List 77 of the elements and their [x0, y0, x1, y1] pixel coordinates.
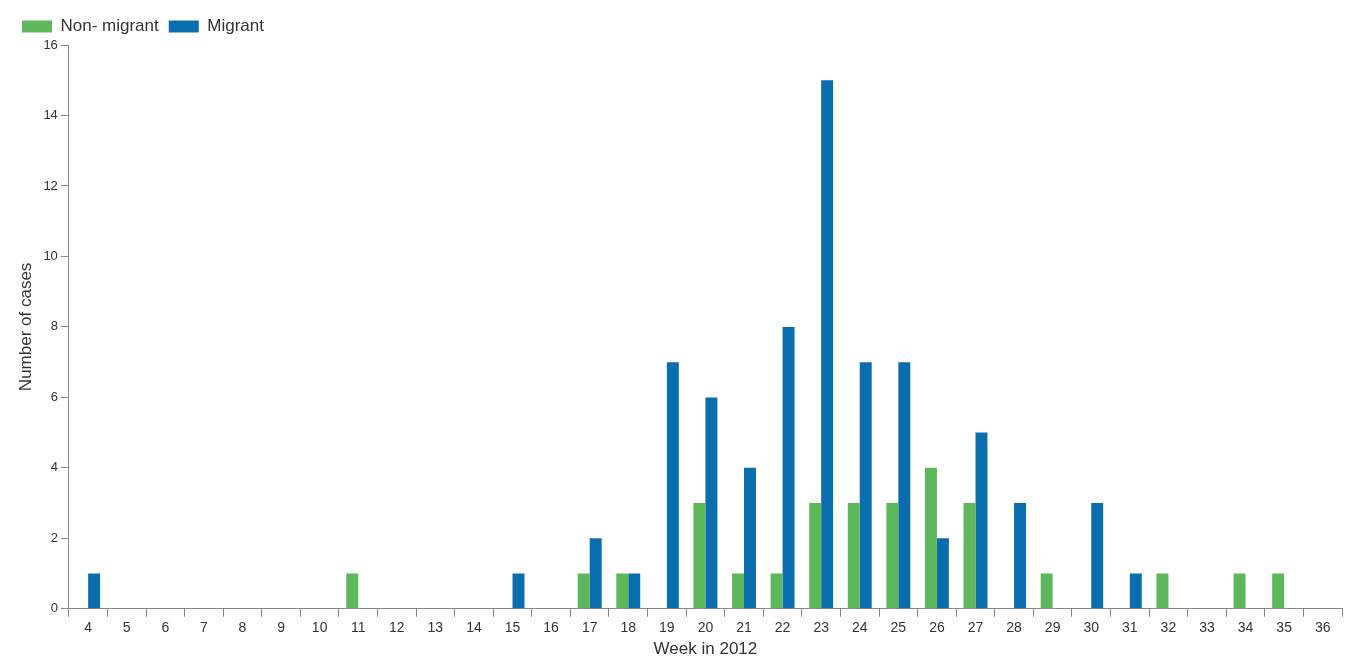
x-tick-label: 12: [389, 619, 405, 636]
bar: [1233, 573, 1246, 609]
y-tick-label: 10: [43, 248, 58, 263]
bar: [589, 538, 602, 609]
x-tick-label: 34: [1237, 619, 1254, 636]
bar: [616, 573, 629, 609]
x-tick-label: 14: [466, 619, 482, 636]
y-tick-label: 2: [50, 529, 58, 545]
x-tick-label: 31: [1122, 619, 1138, 636]
bar: [886, 503, 899, 609]
x-tick-label: 17: [581, 619, 598, 636]
legend-label: Migrant: [207, 16, 265, 36]
bar: [732, 573, 745, 609]
bar: [693, 503, 706, 609]
bar: [666, 362, 679, 609]
x-tick-label: 16: [543, 619, 560, 636]
bar: [1040, 573, 1053, 609]
x-tick-label: 5: [122, 619, 131, 636]
x-tick-label: 13: [427, 619, 444, 636]
x-tick-label: 29: [1044, 619, 1061, 636]
x-tick-label: 21: [736, 619, 753, 636]
y-tick-label: 12: [43, 177, 58, 193]
y-tick-label: 4: [50, 459, 58, 475]
x-tick-label: 20: [697, 619, 714, 636]
x-tick-label: 11: [350, 619, 366, 636]
bar: [512, 573, 525, 609]
x-tick-label: 27: [967, 619, 984, 636]
x-tick-label: 6: [161, 619, 170, 636]
x-axis-title: Week in 2012: [653, 639, 758, 659]
bar: [88, 573, 101, 609]
x-tick-label: 10: [311, 619, 328, 636]
x-tick-label: 7: [199, 619, 208, 636]
bar: [705, 397, 718, 609]
y-tick-label: 8: [50, 318, 58, 334]
x-tick-label: 28: [1006, 619, 1023, 636]
bar: [975, 432, 988, 609]
bar: [1014, 503, 1027, 609]
bar: [346, 573, 359, 609]
y-tick-label: 0: [50, 600, 58, 616]
bar: [744, 467, 756, 609]
x-tick-label: 32: [1160, 619, 1177, 636]
bar: [577, 573, 590, 609]
bar: [847, 503, 860, 609]
bar: [770, 573, 783, 609]
x-tick-label: 23: [813, 619, 830, 636]
bar: [809, 503, 822, 609]
y-axis-title: Number of cases: [15, 262, 35, 392]
x-tick-label: 36: [1314, 619, 1331, 636]
x-tick-label: 19: [659, 619, 675, 636]
x-tick-label: 22: [774, 619, 791, 636]
bar: [898, 362, 911, 609]
x-tick-label: 15: [504, 619, 521, 636]
bar: [628, 573, 641, 609]
bar: [1272, 573, 1285, 609]
bar: [936, 538, 949, 609]
x-tick-label: 9: [277, 619, 286, 636]
bar: [859, 362, 872, 609]
y-tick-label: 16: [43, 36, 58, 52]
bar: [821, 80, 834, 609]
y-tick-label: 6: [50, 388, 58, 404]
bar: [1129, 573, 1142, 609]
x-tick-label: 4: [84, 619, 93, 636]
x-tick-label: 35: [1276, 619, 1293, 636]
bar: [924, 467, 937, 609]
x-tick-label: 30: [1083, 619, 1100, 636]
x-tick-label: 26: [929, 619, 945, 636]
bar: [782, 326, 795, 609]
x-tick-label: 33: [1199, 619, 1215, 636]
x-tick-label: 8: [238, 619, 247, 636]
y-tick-label: 14: [43, 107, 58, 123]
x-tick-label: 18: [620, 619, 637, 636]
bar: [1156, 573, 1169, 609]
x-tick-label: 24: [851, 619, 868, 636]
x-tick-label: 25: [890, 619, 907, 636]
bar: [1091, 503, 1104, 609]
bar: [963, 503, 976, 609]
legend-label: Non- migrant: [60, 16, 160, 36]
